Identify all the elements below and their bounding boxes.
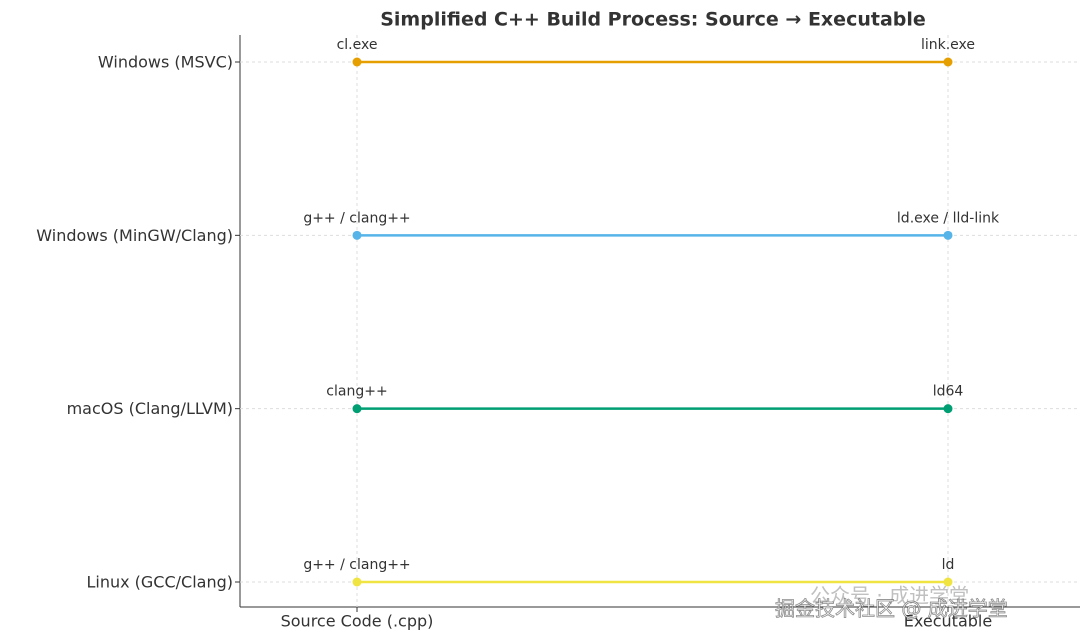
point [943,577,953,587]
point [943,404,953,414]
point [943,57,953,67]
point-label: ld [942,557,955,573]
point-label: g++ / clang++ [303,210,410,226]
y-tick-label: Windows (MSVC) [98,53,233,72]
point-label: clang++ [326,384,387,400]
point-label: ld64 [933,384,964,400]
point [352,577,362,587]
chart-title: Simplified C++ Build Process: Source → E… [380,9,926,31]
point-label: cl.exe [337,37,378,53]
y-tick-label: Windows (MinGW/Clang) [36,226,233,245]
point [352,57,362,67]
watermark: 公众号 · 成进学堂 [810,584,969,608]
point [352,404,362,414]
point [943,230,953,240]
point-label: ld.exe / lld-link [897,210,1000,226]
watermark: 掘金技术社区 @ 成进学堂 [775,597,1008,621]
y-tick-label: Linux (GCC/Clang) [86,573,233,592]
point-label: link.exe [921,37,975,53]
x-tick-label: Source Code (.cpp) [281,612,434,631]
point-label: g++ / clang++ [303,557,410,573]
y-tick-label: macOS (Clang/LLVM) [67,399,233,418]
point [352,230,362,240]
x-tick-label: Executable [904,612,992,631]
